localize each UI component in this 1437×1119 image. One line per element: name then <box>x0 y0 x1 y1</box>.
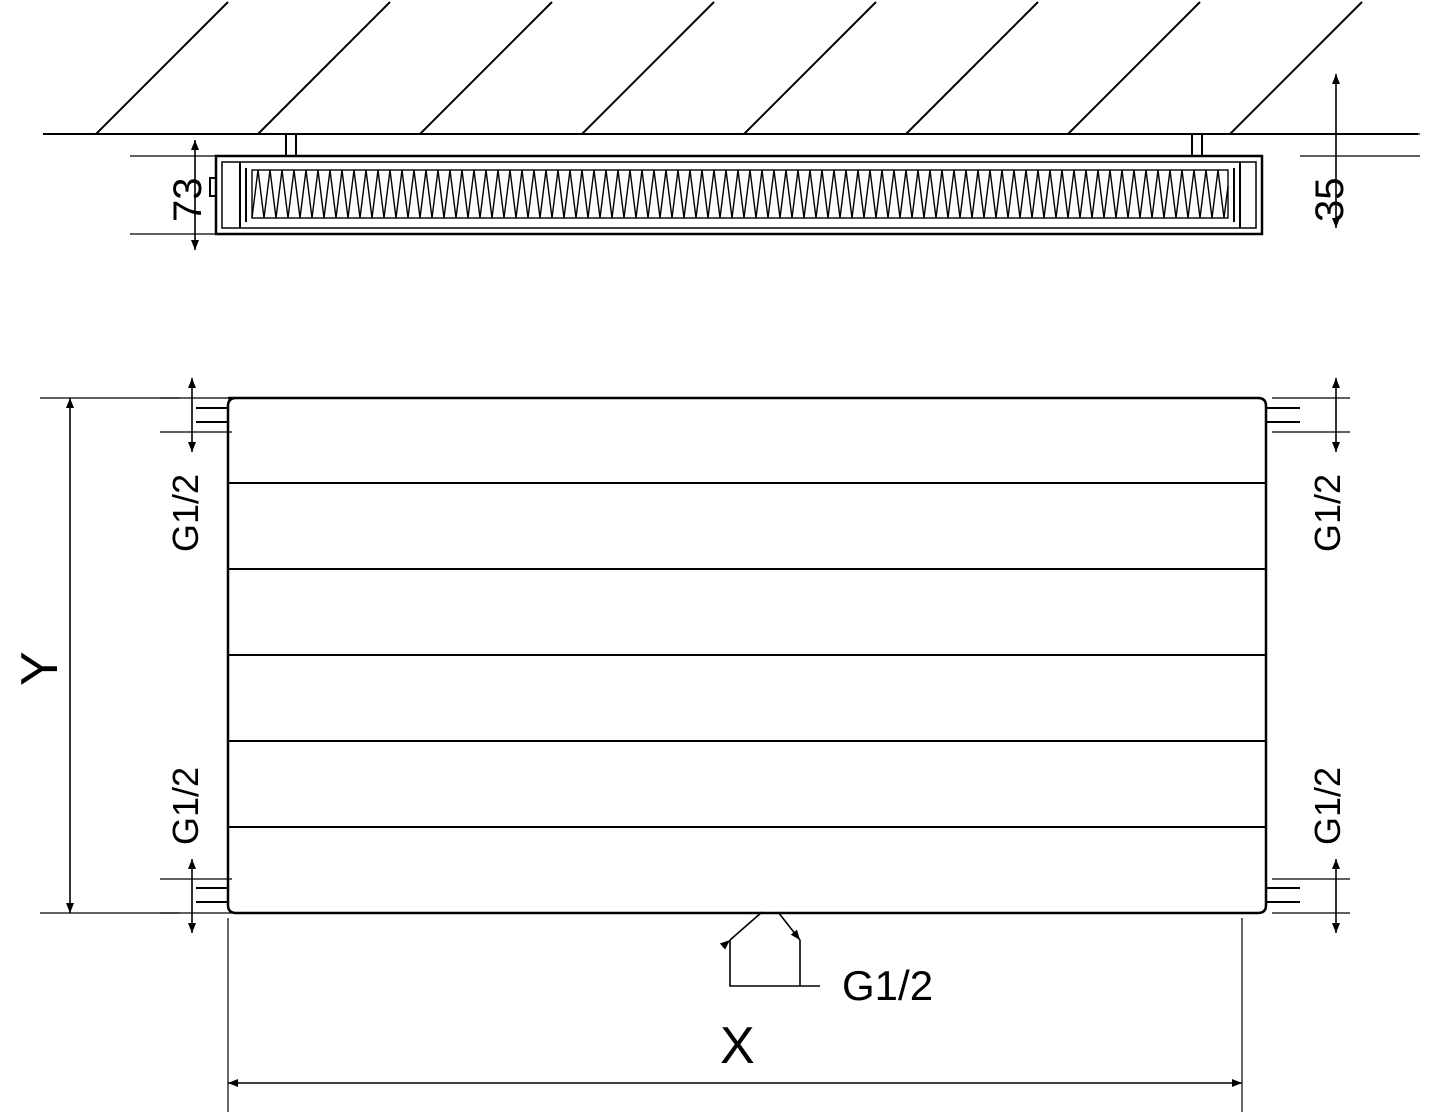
dimension-g12-bottom-left <box>160 859 232 933</box>
label-g12-top-right: G1/2 <box>1307 473 1348 552</box>
wall-hatching <box>43 1 1418 135</box>
front-view <box>40 378 1350 1112</box>
dimension-x <box>227 918 1243 1112</box>
label-g12-top-left: G1/2 <box>165 473 206 552</box>
label-g12-bottom-left: G1/2 <box>165 766 206 845</box>
label-g12-bottom-right: G1/2 <box>1307 766 1348 845</box>
dimension-35 <box>1300 74 1420 228</box>
label-g12-bottom-center: G1/2 <box>842 962 934 1009</box>
connection-stubs-right <box>1266 407 1300 903</box>
label-height-y: Y <box>11 651 69 686</box>
dimension-g12-top-left <box>160 378 232 452</box>
radiator-section-body <box>209 134 1264 236</box>
dimension-g12-bottom-right <box>1272 859 1350 933</box>
dimension-73 <box>130 140 250 250</box>
label-width-x: X <box>720 1017 755 1075</box>
top-section-view <box>43 1 1420 250</box>
dimension-y <box>40 397 180 914</box>
convector-fins <box>251 169 1229 219</box>
dimension-g12-top-right <box>1272 378 1350 452</box>
label-wall-gap-35: 35 <box>1308 177 1352 223</box>
radiator-front-body <box>226 396 1268 915</box>
label-depth-73: 73 <box>166 177 210 223</box>
leader-lines-g12-bottom <box>719 911 820 987</box>
connection-stubs-left <box>196 407 228 903</box>
